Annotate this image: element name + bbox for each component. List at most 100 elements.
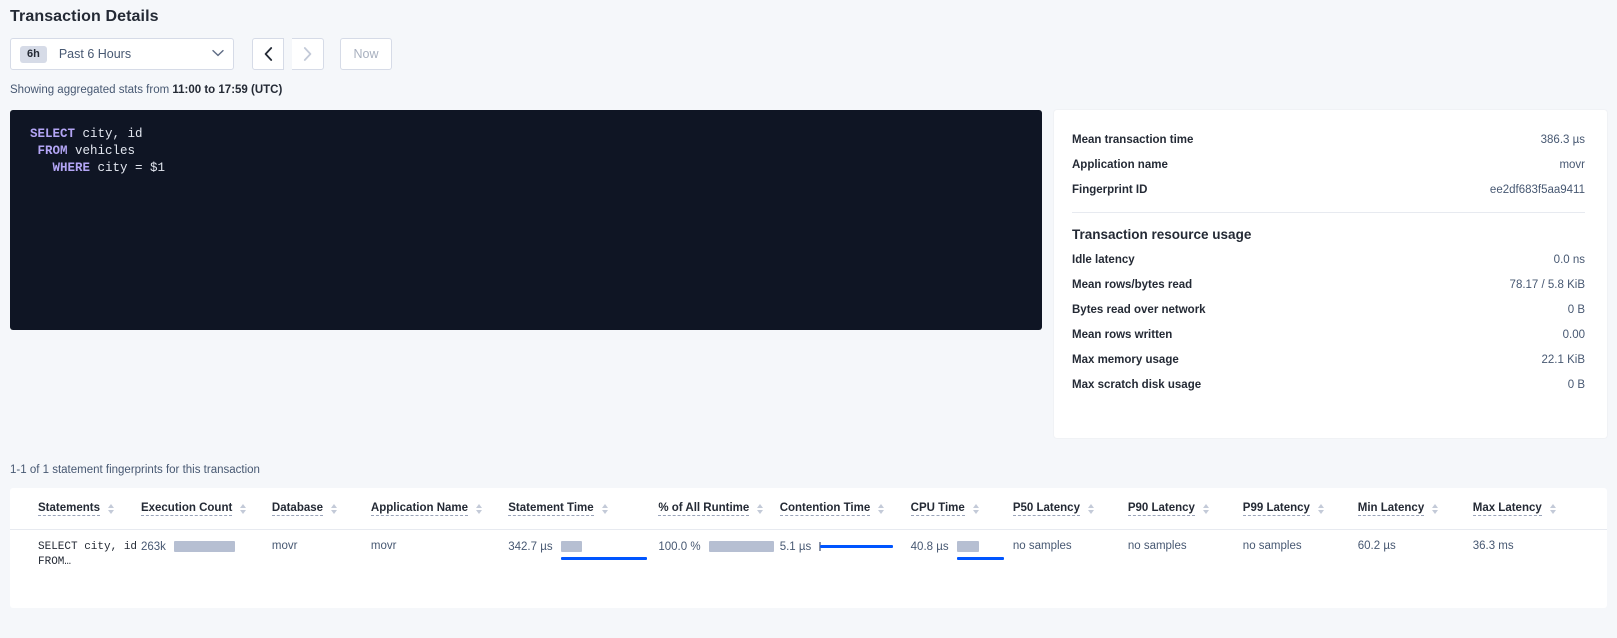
column-header-label: CPU Time (910, 502, 965, 516)
resource-usage-list: Idle latency 0.0 ns Mean rows/bytes read 78… (1072, 248, 1585, 398)
cell-pct-of-all-runtime-bars (708, 540, 780, 552)
showing-range-text: Showing aggregated stats from 11:00 to 1… (0, 70, 1617, 96)
info-row: Idle latency 0.0 ns (1072, 248, 1585, 273)
sort-toggle-icon[interactable] (1202, 504, 1209, 514)
info-row-value: ee2df683f5aa9411 (1489, 184, 1585, 196)
cell-p50-latency-value: no samples (1012, 540, 1072, 552)
cell-database: movr (272, 530, 371, 583)
cell-execution-count-value: 263k (140, 541, 166, 553)
info-row-key: Mean transaction time (1072, 134, 1194, 146)
info-row-key: Mean rows written (1072, 329, 1173, 341)
column-header-label: Statements (38, 502, 100, 516)
info-row: Fingerprint ID ee2df683f5aa9411 (1072, 178, 1585, 203)
statement-link[interactable]: SELECT city, id FROM… (38, 541, 138, 568)
info-row: Max scratch disk usage 0 B (1072, 373, 1585, 398)
toolbar: 6h Past 6 Hours Now (0, 26, 1617, 70)
column-header-statement-time[interactable]: Statement Time (508, 488, 659, 530)
table-body: SELECT city, id FROM… 263k movr movr 342.7 µ… (10, 530, 1607, 583)
sort-toggle-icon[interactable] (240, 504, 247, 514)
column-header-max-latency[interactable]: Max Latency (1472, 488, 1607, 530)
cell-statement-time-bars (560, 540, 659, 560)
column-header-of-all-runtime[interactable]: % of All Runtime (658, 488, 780, 530)
chevron-down-icon (212, 48, 224, 60)
transaction-summary-list: Mean transaction time 386.3 µs Application… (1072, 128, 1585, 203)
column-header-label: Application Name (370, 502, 469, 516)
cell-statement-time-gray-bar (560, 541, 583, 552)
column-header-label: P50 Latency (1012, 502, 1080, 516)
page-title: Transaction Details (10, 8, 159, 25)
info-row: Mean rows/bytes read 78.17 / 5.8 KiB (1072, 273, 1585, 298)
next-period-button[interactable] (292, 38, 324, 70)
info-row-key: Max memory usage (1072, 354, 1179, 366)
cell-contention-time-value: 5.1 µs (779, 541, 812, 553)
sort-toggle-icon[interactable] (972, 504, 979, 514)
info-row-key: Mean rows/bytes read (1072, 279, 1193, 291)
cell-max-latency-value: 36.3 ms (1472, 540, 1514, 552)
info-row-key: Bytes read over network (1072, 304, 1206, 316)
info-row-value: 0 B (1567, 304, 1585, 316)
sort-toggle-icon[interactable] (878, 504, 885, 514)
sort-toggle-icon[interactable] (108, 504, 114, 514)
sort-toggle-icon[interactable] (1549, 504, 1556, 514)
previous-period-button[interactable] (252, 38, 284, 70)
statements-table-container: Statements Execution Count Database Applica… (10, 488, 1607, 608)
column-header-label: Statement Time (508, 502, 594, 516)
cell-statement[interactable]: SELECT city, id FROM… (10, 530, 141, 583)
cell-cpu-time: 40.8 µs (911, 530, 1013, 583)
sort-toggle-icon[interactable] (1432, 504, 1439, 514)
transaction-info-card: Mean transaction time 386.3 µs Application… (1054, 110, 1607, 438)
sort-toggle-icon[interactable] (1317, 504, 1324, 514)
info-row-value: 0 B (1567, 379, 1585, 391)
sort-toggle-icon[interactable] (476, 504, 483, 514)
cell-cpu-time-gray-bar (956, 541, 980, 552)
cell-pct-of-all-runtime-value: 100.0 % (658, 541, 701, 553)
column-header-label: % of All Runtime (658, 502, 750, 516)
column-header-application-name[interactable]: Application Name (370, 488, 509, 530)
sort-toggle-icon[interactable] (1087, 504, 1094, 514)
column-header-execution-count[interactable]: Execution Count (140, 488, 272, 530)
chevron-left-icon (264, 47, 273, 61)
column-header-label: Database (271, 502, 324, 516)
column-header-contention-time[interactable]: Contention Time (779, 488, 911, 530)
info-row: Max memory usage 22.1 KiB (1072, 348, 1585, 373)
column-header-p90-latency[interactable]: P90 Latency (1127, 488, 1243, 530)
column-header-p99-latency[interactable]: P99 Latency (1242, 488, 1358, 530)
cell-execution-count: 263k (141, 530, 272, 583)
info-row: Mean rows written 0.00 (1072, 323, 1585, 348)
cell-database-value: movr (271, 540, 298, 552)
sql-query-panel: SELECT city, id FROM vehicles WHERE city… (10, 110, 1042, 330)
time-range-selector[interactable]: 6h Past 6 Hours (10, 38, 234, 70)
column-header-min-latency[interactable]: Min Latency (1357, 488, 1473, 530)
info-row: Application name movr (1072, 153, 1585, 178)
cell-p90-latency-value: no samples (1127, 540, 1187, 552)
cell-p90-latency: no samples (1128, 530, 1243, 583)
cell-min-latency: 60.2 µs (1358, 530, 1473, 583)
sort-toggle-icon[interactable] (601, 504, 608, 514)
cell-pct-of-all-runtime: 100.0 % (658, 530, 779, 583)
info-row-value: 0.0 ns (1553, 254, 1585, 266)
column-header-p50-latency[interactable]: P50 Latency (1012, 488, 1128, 530)
table-row[interactable]: SELECT city, id FROM… 263k movr movr 342.7 µ… (10, 530, 1607, 583)
column-header-label: Contention Time (779, 502, 871, 516)
column-header-database[interactable]: Database (271, 488, 371, 530)
time-range-badge: 6h (20, 45, 47, 63)
info-row-value: 0.00 (1562, 329, 1585, 341)
sort-toggle-icon[interactable] (331, 504, 338, 514)
info-row-value: movr (1559, 159, 1585, 171)
info-row-value: 386.3 µs (1540, 134, 1585, 146)
cell-p99-latency-value: no samples (1242, 540, 1302, 552)
time-range-label: Past 6 Hours (58, 47, 132, 61)
info-row-value: 22.1 KiB (1541, 354, 1585, 366)
column-header-label: Max Latency (1472, 502, 1542, 516)
cell-execution-count-bars (173, 540, 272, 552)
column-header-cpu-time[interactable]: CPU Time (910, 488, 1013, 530)
main-content: SELECT city, id FROM vehicles WHERE city… (0, 96, 1617, 438)
info-row-value: 78.17 / 5.8 KiB (1509, 279, 1585, 291)
column-header-statements[interactable]: Statements (10, 488, 141, 530)
info-row: Mean transaction time 386.3 µs (1072, 128, 1585, 153)
sort-toggle-icon[interactable] (757, 504, 764, 514)
now-button[interactable]: Now (340, 38, 392, 70)
column-header-label: P90 Latency (1127, 502, 1195, 516)
table-header: Statements Execution Count Database Applica… (10, 488, 1607, 530)
info-row-key: Max scratch disk usage (1072, 379, 1202, 391)
